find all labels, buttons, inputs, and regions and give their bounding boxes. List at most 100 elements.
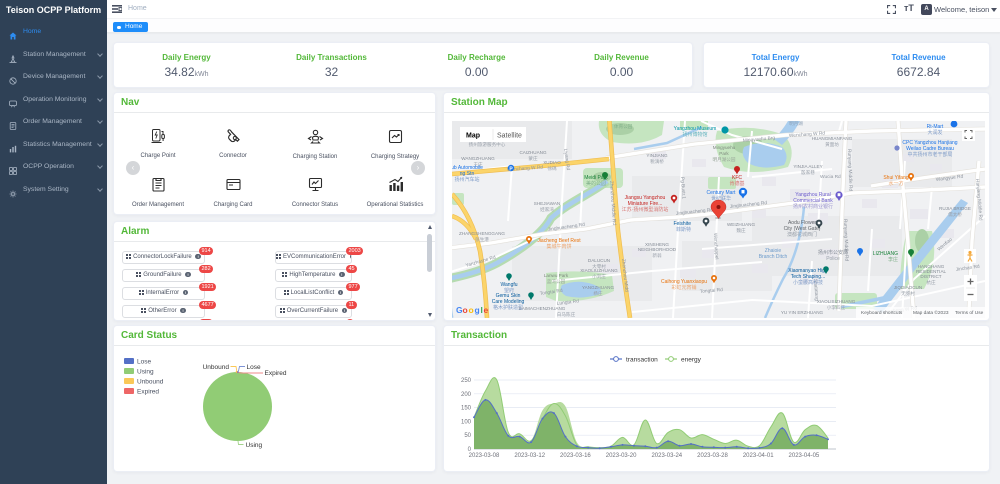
svg-text:YINJIANG: YINJIANG <box>646 153 668 158</box>
svg-text:WANGZHUANG: WANGZHUANG <box>461 156 495 161</box>
svg-text:Century Mart: Century Mart <box>707 190 737 196</box>
svg-text:Jinchan Rd: Jinchan Rd <box>955 264 980 273</box>
svg-text:XIAOLISIZHUANG: XIAOLISIZHUANG <box>817 299 856 304</box>
svg-text:小蛮腰高科技: 小蛮腰高科技 <box>793 279 823 286</box>
svg-text:2023-03-20: 2023-03-20 <box>606 453 637 459</box>
svg-text:ZHANGSHENGGANG: ZHANGSHENGGANG <box>459 231 505 236</box>
svg-text:City (West Gate): City (West Gate) <box>784 226 821 232</box>
svg-text:Lanwu Park: Lanwu Park <box>544 273 569 278</box>
svg-text:100: 100 <box>461 419 472 425</box>
svg-text:Wangyue Rd: Wangyue Rd <box>936 174 964 183</box>
svg-text:XUDIAO: XUDIAO <box>543 160 561 165</box>
svg-text:中共扬州市老干部局: 中共扬州市老干部局 <box>907 151 952 158</box>
svg-text:Jinghuacheng Rd: Jinghuacheng Rd <box>730 200 768 210</box>
svg-text:世纪联华: 世纪联华 <box>711 195 731 202</box>
svg-text:儒太桥: 儒太桥 <box>948 211 962 218</box>
svg-text:Lungta Rd: Lungta Rd <box>557 298 580 307</box>
svg-text:娃家湾: 娃家湾 <box>540 206 554 213</box>
svg-text:Jinghuacheng Rd: Jinghuacheng Rd <box>676 207 714 217</box>
svg-text:Zhenzhou Middle Rd: Zhenzhou Middle Rd <box>608 181 617 226</box>
svg-text:徐碼: 徐碼 <box>547 165 557 172</box>
svg-text:Feishite: Feishite <box>673 221 691 227</box>
svg-text:Using: Using <box>246 442 263 449</box>
svg-text:大零村: 大零村 <box>592 263 606 270</box>
svg-text:格木护肤造型: 格木护肤造型 <box>493 304 523 311</box>
svg-text:RESIDENTIAL: RESIDENTIAL <box>916 269 947 274</box>
svg-text:DALUCUN: DALUCUN <box>588 258 610 263</box>
svg-text:P: P <box>509 167 513 173</box>
svg-text:扬州市公安局: 扬州市公安局 <box>818 249 848 256</box>
svg-text:o: o <box>463 305 468 315</box>
svg-text:明月湖: 明月湖 <box>789 121 803 127</box>
svg-text:Gemu Skin: Gemu Skin <box>496 293 521 299</box>
svg-text:小李四庄: 小李四庄 <box>827 304 846 311</box>
svg-text:无弥村: 无弥村 <box>901 290 915 297</box>
svg-text:CPC Yangzhou Hanjiang: CPC Yangzhou Hanjiang <box>902 140 957 146</box>
svg-text:扬州旅游服务中心: 扬州旅游服务中心 <box>469 141 506 148</box>
svg-text:Shatatang: Shatatang <box>812 279 820 302</box>
svg-text:BAIMACHENZHUANG: BAIMACHENZHUANG <box>519 306 566 311</box>
svg-text:Meidi Park: Meidi Park <box>584 175 608 181</box>
svg-text:o: o <box>469 305 474 315</box>
svg-text:扬州博物馆: 扬州博物馆 <box>682 131 707 138</box>
svg-text:扬州农村商业银行: 扬州农村商业银行 <box>793 203 833 210</box>
svg-text:YU YIN ERZHUANG: YU YIN ERZHUANG <box>781 310 824 315</box>
svg-text:Police: Police <box>826 256 840 262</box>
svg-text:大润发: 大润发 <box>927 129 942 136</box>
svg-text:望府: 望府 <box>504 287 514 294</box>
svg-text:Hanjiang Middle Rd: Hanjiang Middle Rd <box>974 179 984 222</box>
svg-text:杨庄: 杨庄 <box>593 290 603 297</box>
svg-text:250: 250 <box>461 378 472 384</box>
svg-text:50: 50 <box>464 433 471 439</box>
svg-text:肯德基: 肯德基 <box>729 180 744 187</box>
svg-text:彩虹元宵铺: 彩虹元宵铺 <box>671 284 696 291</box>
svg-text:2023-04-05: 2023-04-05 <box>789 453 820 459</box>
svg-text:Liyang Rd: Liyang Rd <box>562 148 571 171</box>
svg-text:蒙庄: 蒙庄 <box>528 155 538 162</box>
svg-text:王庄: 王庄 <box>473 161 483 168</box>
svg-text:Keyboard shortcuts: Keyboard shortcuts <box>861 310 903 316</box>
svg-text:200: 200 <box>461 392 472 398</box>
svg-text:Expired: Expired <box>265 370 287 377</box>
svg-text:殷家巷: 殷家巷 <box>801 169 815 176</box>
svg-text:魏庄: 魏庄 <box>736 227 746 234</box>
svg-text:Jiangsu Yangzhou: Jiangsu Yangzhou <box>625 195 666 201</box>
svg-text:Care Modeling: Care Modeling <box>492 299 525 305</box>
svg-text:l: l <box>481 305 483 315</box>
svg-text:Terms of Use: Terms of Use <box>955 310 984 316</box>
svg-text:transaction: transaction <box>626 357 658 364</box>
svg-text:e: e <box>484 305 489 315</box>
svg-text:g: g <box>475 305 480 315</box>
svg-text:Yangzhou Rural: Yangzhou Rural <box>795 192 831 198</box>
svg-text:Miniature Fire...: Miniature Fire... <box>628 201 663 207</box>
svg-text:Commercial Bank: Commercial Bank <box>793 198 833 204</box>
svg-text:XINSHENG: XINSHENG <box>645 242 669 247</box>
svg-text:WEIZHUANG: WEIZHUANG <box>727 222 755 227</box>
svg-text:2023-03-16: 2023-03-16 <box>560 453 591 459</box>
svg-text:Jinghuacheng Rd: Jinghuacheng Rd <box>547 222 585 233</box>
svg-text:RUJIA BRIDGE: RUJIA BRIDGE <box>939 206 971 211</box>
svg-text:Park: Park <box>719 151 729 156</box>
svg-text:0: 0 <box>468 447 472 453</box>
svg-text:白马陈庄: 白马陈庄 <box>557 311 576 318</box>
svg-text:Pg Bustr.1: Pg Bustr.1 <box>679 177 687 200</box>
svg-text:DISTRICT: DISTRICT <box>920 274 941 279</box>
svg-text:Jiacheng Beef Rest: Jiacheng Beef Rest <box>537 238 581 244</box>
svg-text:蓝湾公园: 蓝湾公园 <box>547 278 566 285</box>
svg-text:新翁: 新翁 <box>652 252 662 259</box>
svg-text:Weilao Cadre Bureau: Weilao Cadre Bureau <box>906 146 954 152</box>
svg-text:ng Stn: ng Stn <box>460 171 475 177</box>
svg-text:Zhenzhou Midd: Zhenzhou Midd <box>620 259 629 293</box>
svg-text:HUANGMIANFANG: HUANGMIANFANG <box>812 136 853 141</box>
svg-text:energy: energy <box>681 357 702 364</box>
svg-text:Caihong Yuanxiaopu: Caihong Yuanxiaopu <box>661 279 707 285</box>
svg-text:Satellite: Satellite <box>497 133 522 140</box>
svg-text:黄面坊: 黄面坊 <box>825 141 839 148</box>
svg-text:Wucia Rd: Wucia Rd <box>820 174 841 180</box>
svg-text:Mingyuehu: Mingyuehu <box>713 145 736 150</box>
svg-text:Runyang Middle Rd: Runyang Middle Rd <box>846 149 853 192</box>
svg-text:杭庄: 杭庄 <box>926 279 936 286</box>
svg-text:LIZHUANG: LIZHUANG <box>873 251 898 257</box>
svg-text:美的公园: 美的公园 <box>586 180 606 187</box>
svg-text:Wangfu: Wangfu <box>500 282 517 288</box>
